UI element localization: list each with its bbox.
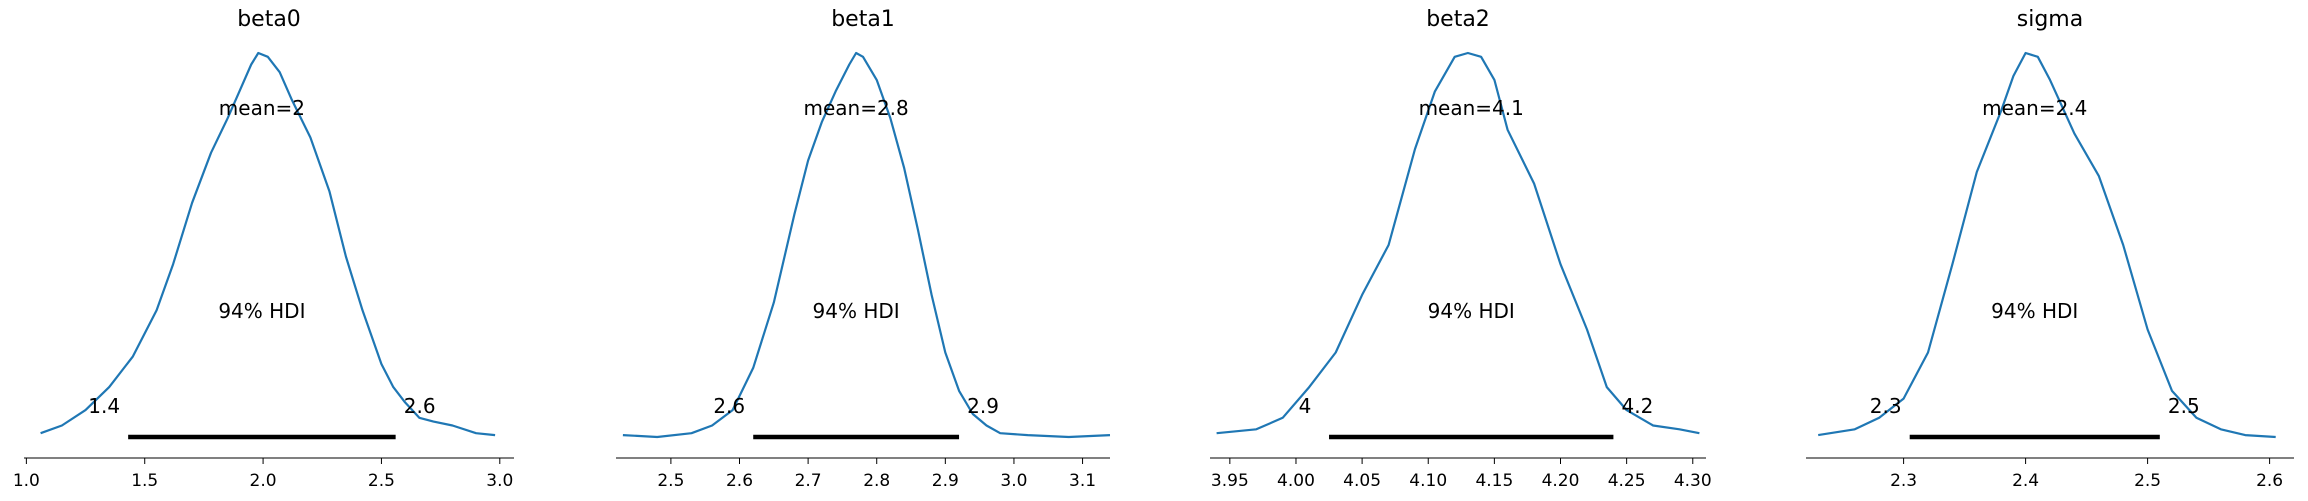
plot-title: beta0 [237,7,301,32]
x-tick-label: 4.00 [1277,471,1315,491]
x-tick-label: 2.5 [368,471,395,491]
mean-label: mean=2.8 [803,96,908,120]
mean-label: mean=2.4 [1982,96,2087,120]
hdi-label: 94% HDI [1991,299,2078,323]
x-tick-label: 2.5 [657,471,684,491]
x-tick-label: 2.3 [1890,471,1917,491]
x-tick-label: 3.1 [1069,471,1096,491]
hdi-label: 94% HDI [218,299,305,323]
density-curve [1818,51,2276,439]
x-tick-label: 3.0 [1000,471,1027,491]
x-tick-label: 4.20 [1542,471,1580,491]
plot-title: beta2 [1426,7,1490,32]
x-tick-label: 3.0 [486,471,513,491]
x-tick-label: 2.5 [2134,471,2161,491]
x-tick-label: 2.9 [932,471,959,491]
x-tick-label: 4.10 [1409,471,1447,491]
x-tick-label: 2.7 [795,471,822,491]
plot-title: beta1 [831,7,895,32]
density-curve [40,51,496,437]
x-tick-label: 2.4 [2012,471,2039,491]
hdi-high-label: 2.6 [404,394,436,418]
hdi-high-label: 2.5 [2168,394,2200,418]
hdi-label: 94% HDI [813,299,900,323]
density-curve [622,51,1111,439]
x-tick-label: 4.30 [1674,471,1712,491]
density-curve [1216,51,1700,435]
x-tick-label: 4.15 [1475,471,1513,491]
plot-title: sigma [2017,7,2083,32]
x-tick-label: 1.0 [13,471,40,491]
x-tick-label: 2.8 [863,471,890,491]
x-tick-label: 1.5 [131,471,158,491]
mean-label: mean=4.1 [1419,96,1524,120]
x-tick-label: 2.0 [250,471,277,491]
x-tick-label: 2.6 [726,471,753,491]
hdi-high-label: 2.9 [967,394,999,418]
x-tick-label: 4.25 [1608,471,1646,491]
hdi-label: 94% HDI [1428,299,1515,323]
hdi-low-label: 1.4 [88,394,120,418]
hdi-low-label: 4 [1299,394,1312,418]
x-tick-label: 3.95 [1211,471,1249,491]
hdi-high-label: 4.2 [1622,394,1654,418]
hdi-low-label: 2.6 [713,394,745,418]
hdi-low-label: 2.3 [1870,394,1902,418]
x-tick-label: 2.6 [2256,471,2283,491]
mean-label: mean=2 [219,96,305,120]
x-tick-label: 4.05 [1343,471,1381,491]
